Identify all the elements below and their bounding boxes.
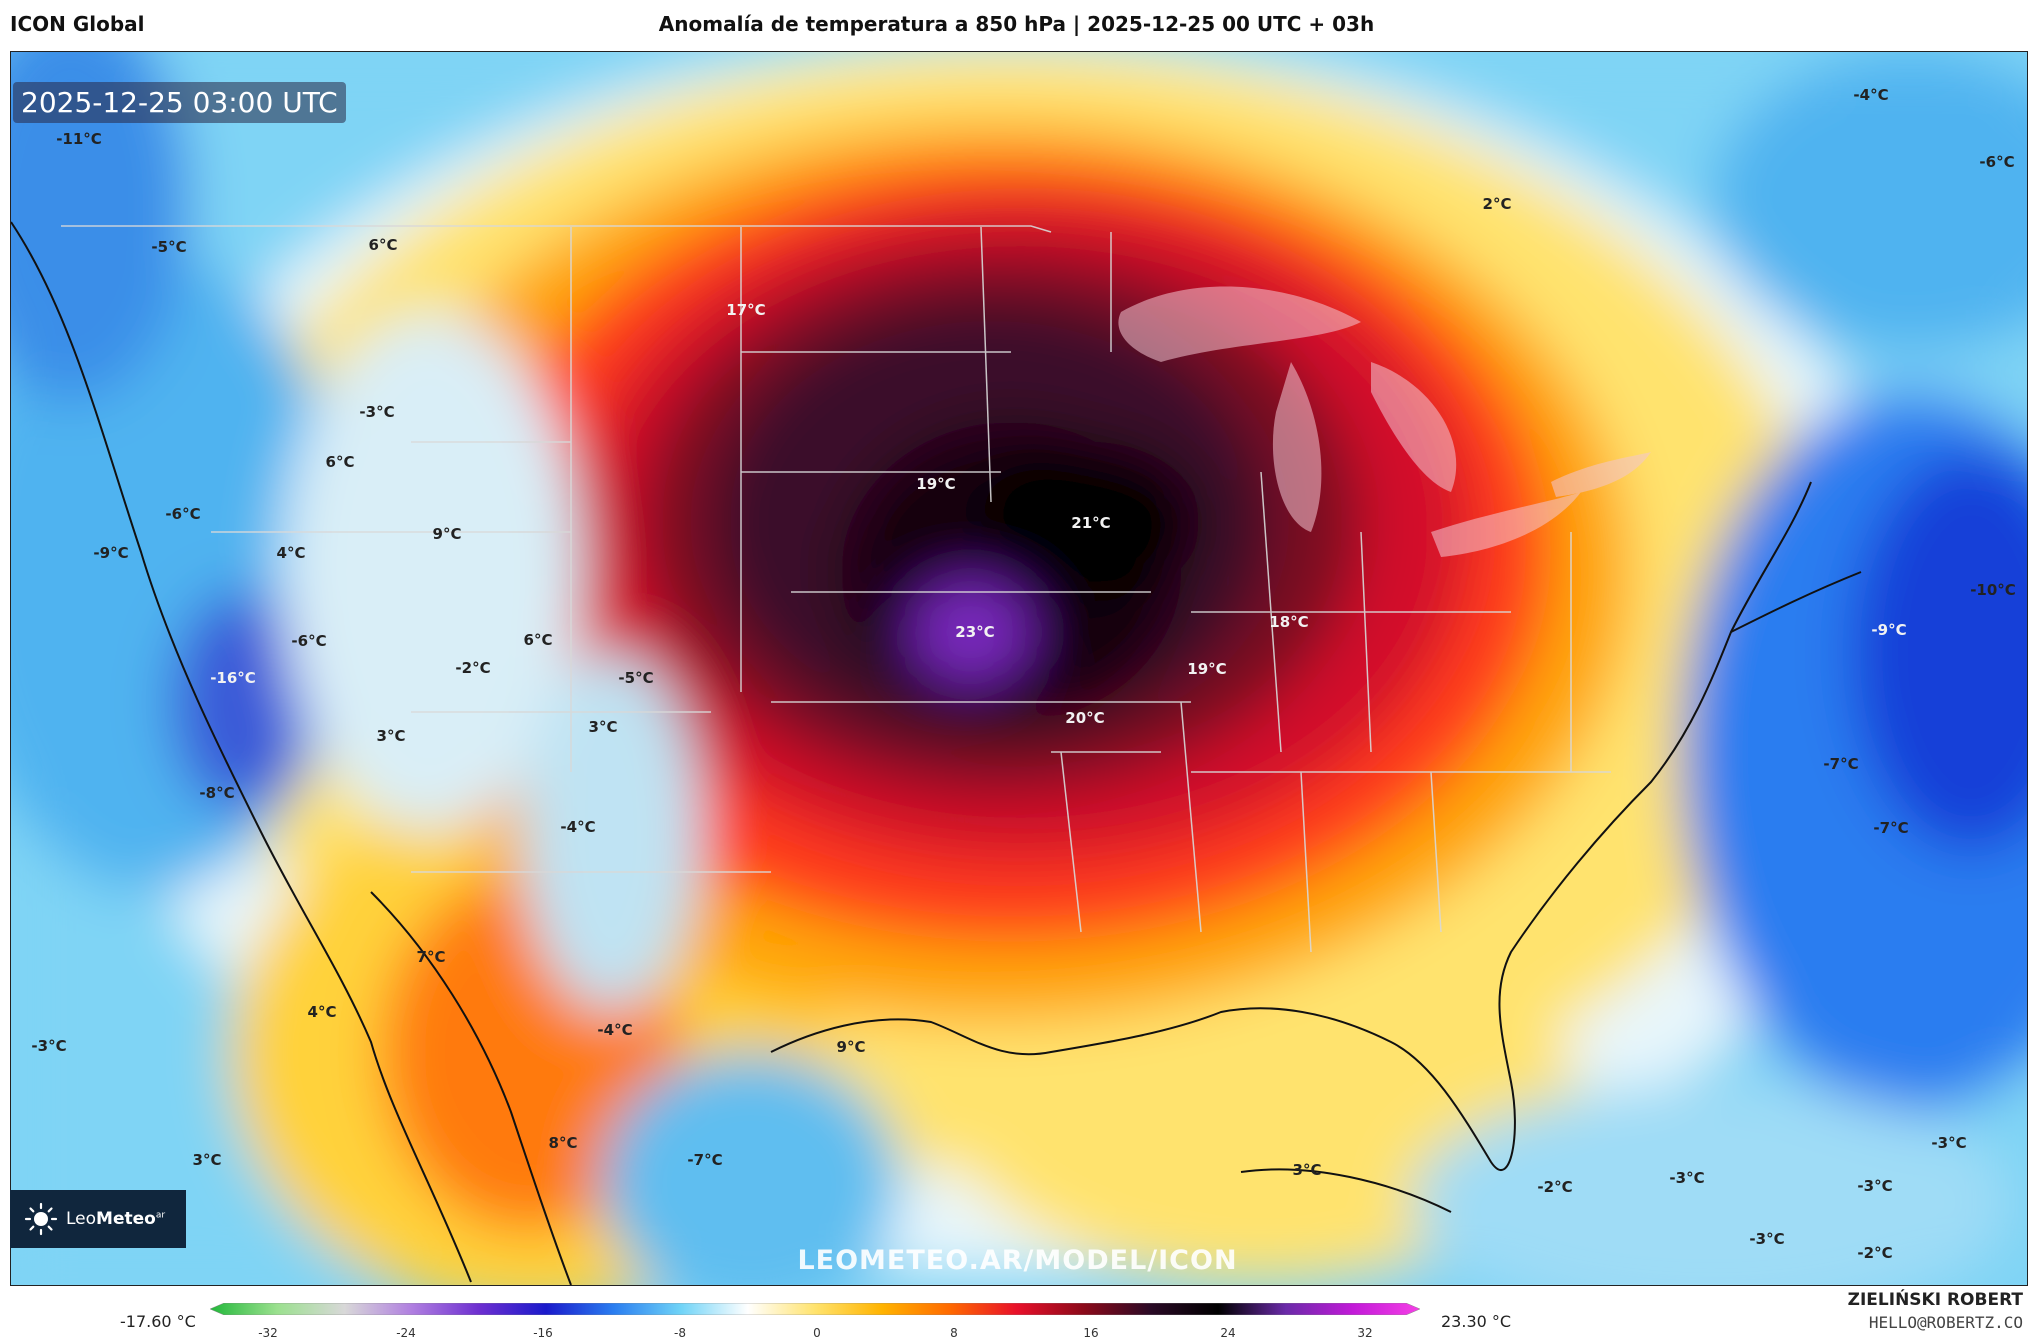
legend-tick: -32 <box>258 1326 278 1340</box>
temp-label: 18°C <box>1269 613 1309 631</box>
temp-label: 20°C <box>1065 709 1105 727</box>
model-name: ICON Global <box>10 12 145 36</box>
temp-label: 8°C <box>548 1134 578 1152</box>
temp-label: 9°C <box>836 1038 866 1056</box>
temp-label: -11°C <box>56 130 102 148</box>
author-email[interactable]: HELLO@ROBERTZ.CO <box>1868 1313 2023 1332</box>
temp-label: -6°C <box>165 505 201 523</box>
legend-tick: 8 <box>950 1326 958 1340</box>
temp-label: 19°C <box>916 475 956 493</box>
logo-brand-bold: Meteo <box>96 1209 156 1229</box>
temp-label: 3°C <box>1292 1161 1322 1179</box>
state-borders <box>61 225 1611 953</box>
legend-color-bar <box>210 1303 1420 1315</box>
coastlines <box>11 221 1862 1285</box>
temp-label: -3°C <box>1931 1134 1967 1152</box>
temp-label: 6°C <box>368 236 398 254</box>
temp-label: -10°C <box>1970 581 2016 599</box>
valid-time-badge: 2025-12-25 03:00 UTC <box>13 82 346 123</box>
anomaly-map <box>11 52 2027 1285</box>
temp-label: -6°C <box>291 632 327 650</box>
temp-label: -3°C <box>31 1037 67 1055</box>
temp-label: 9°C <box>432 525 462 543</box>
temp-label: -2°C <box>1537 1178 1573 1196</box>
logo-brand-light: Leo <box>66 1209 97 1229</box>
temp-label: -5°C <box>151 238 187 256</box>
temp-label: -8°C <box>199 784 235 802</box>
logo-text: LeoMeteoar <box>66 1209 165 1229</box>
temp-label: 4°C <box>276 544 306 562</box>
temp-label: 6°C <box>523 631 553 649</box>
temp-label: -4°C <box>597 1021 633 1039</box>
map-title: Anomalía de temperatura a 850 hPa | 2025… <box>658 12 1375 36</box>
temp-label: 4°C <box>307 1003 337 1021</box>
temp-label: -6°C <box>1979 153 2015 171</box>
sun-icon <box>24 1202 58 1236</box>
legend-tick: 0 <box>813 1326 821 1340</box>
temp-label: -3°C <box>1669 1169 1705 1187</box>
temp-label: -4°C <box>1853 86 1889 104</box>
temp-label: -7°C <box>687 1151 723 1169</box>
great-lakes <box>1118 286 1651 557</box>
temp-label: 19°C <box>1187 660 1227 678</box>
site-watermark: LEOMETEO.AR/MODEL/ICON <box>797 1245 1238 1276</box>
legend-min-value: -17.60 °C <box>120 1312 196 1331</box>
temp-label: -2°C <box>1857 1244 1893 1262</box>
map-frame[interactable]: 2025-12-25 03:00 UTC -11°C -5°C 6°C 17°C… <box>10 51 2028 1286</box>
temp-label: 21°C <box>1071 514 1111 532</box>
temp-label: 6°C <box>325 453 355 471</box>
temp-label: -5°C <box>618 669 654 687</box>
temp-label: -7°C <box>1873 819 1909 837</box>
temp-label: 3°C <box>376 727 406 745</box>
legend-tick: -16 <box>533 1326 553 1340</box>
legend-tick: -8 <box>674 1326 686 1340</box>
temp-label: -3°C <box>1749 1230 1785 1248</box>
temp-label: -4°C <box>560 818 596 836</box>
temp-label: 17°C <box>726 301 766 319</box>
leometeo-logo: LeoMeteoar <box>10 1190 186 1248</box>
temp-label: 3°C <box>192 1151 222 1169</box>
temp-label: -9°C <box>1871 621 1907 639</box>
temp-label: 3°C <box>588 718 618 736</box>
author-name: ZIELIŃSKI ROBERT <box>1847 1290 2023 1310</box>
temp-label: -9°C <box>93 544 129 562</box>
logo-suffix: ar <box>155 1210 166 1221</box>
legend-tick: 24 <box>1220 1326 1236 1340</box>
temp-label: -7°C <box>1823 755 1859 773</box>
color-legend: -17.60 °C -32 -24 -16 -8 0 8 16 24 32 23… <box>0 1286 2033 1340</box>
temp-label: -3°C <box>1857 1177 1893 1195</box>
legend-tick: 32 <box>1357 1326 1373 1340</box>
temp-label: 2°C <box>1482 195 1512 213</box>
temp-label: 7°C <box>416 948 446 966</box>
temp-label: -3°C <box>359 403 395 421</box>
legend-max-value: 23.30 °C <box>1441 1312 1512 1331</box>
temp-label: 23°C <box>955 623 995 641</box>
header: ICON Global Anomalía de temperatura a 85… <box>0 0 2033 50</box>
legend-tick: -24 <box>396 1326 416 1340</box>
temp-label: -16°C <box>210 669 256 687</box>
anomaly-field <box>11 52 2027 1285</box>
legend-tick: 16 <box>1083 1326 1099 1340</box>
temp-label: -2°C <box>455 659 491 677</box>
